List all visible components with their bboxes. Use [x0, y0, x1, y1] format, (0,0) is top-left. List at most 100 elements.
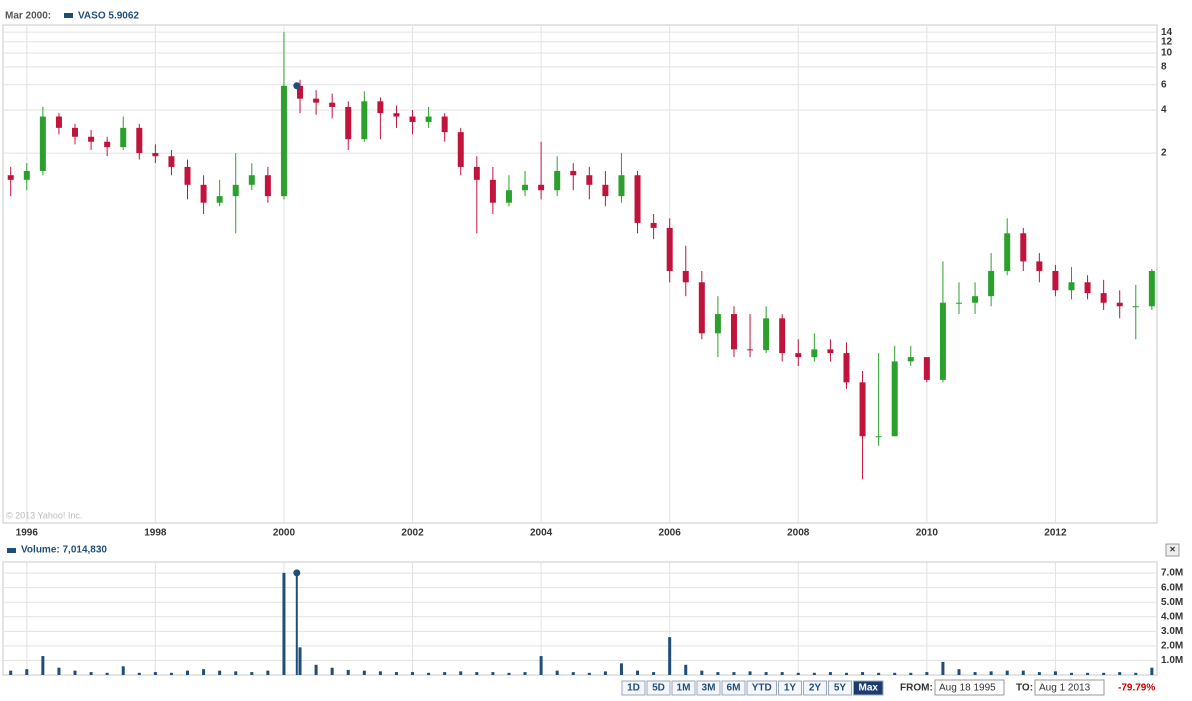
- range-button[interactable]: [746, 680, 777, 696]
- range-button[interactable]: [621, 680, 646, 696]
- volume-bar: [202, 669, 206, 675]
- volume-bar: [571, 672, 575, 675]
- range-button[interactable]: [696, 680, 721, 696]
- candle-body: [682, 270, 689, 283]
- range-button[interactable]: [803, 680, 827, 696]
- x-tick-label: 2010: [916, 528, 939, 539]
- candle-body: [1068, 282, 1075, 291]
- range-button-label[interactable]: Max: [859, 683, 879, 694]
- volume-tick-label: 1.0M: [1161, 655, 1183, 666]
- close-button[interactable]: [1165, 543, 1180, 557]
- volume-bar: [1118, 672, 1122, 675]
- candle-body: [23, 170, 30, 180]
- from-value[interactable]: Aug 18 1995: [939, 683, 996, 694]
- range-button-label[interactable]: 3M: [702, 683, 716, 694]
- volume-bar: [137, 672, 141, 675]
- range-button[interactable]: [671, 680, 696, 696]
- candle-body: [152, 153, 159, 157]
- volume-bar: [73, 670, 77, 675]
- candle-body: [120, 127, 127, 148]
- range-button-label[interactable]: 1D: [627, 683, 640, 694]
- range-button-label[interactable]: 2Y: [809, 683, 822, 694]
- candle-body: [714, 314, 721, 334]
- volume-bar: [1134, 672, 1138, 675]
- volume-bar: [1053, 671, 1057, 675]
- candle-body: [634, 175, 641, 223]
- candle-body: [859, 382, 866, 437]
- candle-body: [313, 98, 320, 103]
- to-input[interactable]: [1034, 679, 1105, 696]
- range-button[interactable]: [853, 680, 884, 696]
- range-button-label[interactable]: 1Y: [784, 683, 797, 694]
- range-button-label[interactable]: 5D: [652, 683, 665, 694]
- price-panel: [2, 24, 1158, 524]
- range-button[interactable]: [646, 680, 671, 696]
- candle-body: [489, 179, 496, 203]
- candle-body: [168, 156, 175, 167]
- volume-bar: [1150, 667, 1154, 675]
- candle-body: [345, 106, 352, 140]
- y-tick-label: 8: [1161, 62, 1167, 73]
- x-tick-label: 2002: [401, 528, 424, 539]
- volume-bar: [555, 670, 559, 675]
- from-label: FROM:: [900, 683, 933, 694]
- range-button-label[interactable]: 1M: [677, 683, 691, 694]
- volume-bar: [1102, 672, 1106, 675]
- candle-body: [1116, 302, 1123, 307]
- volume-bar: [266, 670, 270, 675]
- volume-bar: [764, 672, 768, 675]
- candle-body: [264, 175, 271, 197]
- volume-bar: [716, 672, 720, 675]
- volume-bar: [700, 670, 704, 675]
- candle-body: [923, 357, 930, 380]
- candle-body: [200, 184, 207, 203]
- candle-body: [232, 184, 239, 197]
- range-button[interactable]: [721, 680, 746, 696]
- y-tick-label: 14: [1161, 27, 1173, 38]
- x-tick-label: 1996: [16, 528, 39, 539]
- candle-body: [1100, 293, 1107, 303]
- range-button[interactable]: [778, 680, 802, 696]
- volume-bar: [314, 664, 318, 675]
- candle-body: [297, 85, 304, 99]
- from-input[interactable]: [934, 679, 1005, 696]
- range-button-label[interactable]: 6M: [727, 683, 741, 694]
- volume-bar: [250, 672, 254, 675]
- candle-body: [554, 170, 561, 191]
- change-percent: -79.79%: [1118, 683, 1155, 694]
- volume-bar: [121, 666, 125, 675]
- volume-panel: [2, 561, 1158, 676]
- candle-body: [827, 349, 834, 354]
- to-value[interactable]: Aug 1 2013: [1039, 683, 1091, 694]
- range-button-label[interactable]: YTD: [752, 683, 772, 694]
- candle-body: [698, 282, 705, 334]
- volume-bar: [748, 671, 752, 675]
- volume-bar: [877, 672, 881, 675]
- volume-bar: [282, 572, 286, 675]
- volume-tick-label: 4.0M: [1161, 611, 1183, 622]
- candle-body: [666, 227, 673, 271]
- candle-body: [7, 175, 14, 180]
- volume-bar: [796, 672, 800, 675]
- volume-tick-label: 3.0M: [1161, 626, 1183, 637]
- x-tick-label: 2004: [530, 528, 553, 539]
- candle-body: [441, 116, 448, 133]
- volume-bar: [105, 672, 109, 675]
- volume-bar: [234, 671, 238, 675]
- range-button[interactable]: [828, 680, 852, 696]
- volume-bar: [925, 672, 929, 675]
- range-button-label[interactable]: 5Y: [834, 683, 847, 694]
- candle-body: [1132, 306, 1139, 308]
- candle-body: [650, 222, 657, 228]
- volume-bar: [732, 672, 736, 675]
- close-button-label[interactable]: ×: [1170, 545, 1176, 556]
- volume-bar: [1069, 672, 1073, 675]
- candle-body: [891, 361, 898, 437]
- candle-body: [377, 101, 384, 114]
- volume-bar: [909, 672, 913, 675]
- candle-body: [425, 116, 432, 122]
- candle-body: [1004, 233, 1011, 271]
- x-tick-label: 2006: [659, 528, 682, 539]
